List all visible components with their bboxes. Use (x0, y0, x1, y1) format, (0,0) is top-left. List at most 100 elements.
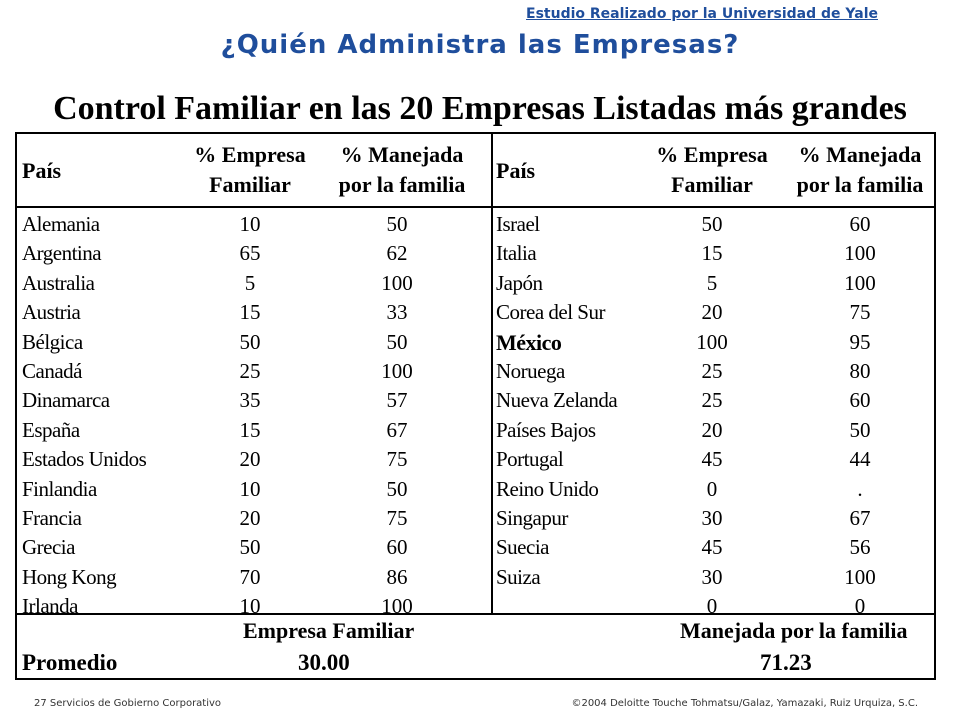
country-cell: Grecia (22, 535, 75, 560)
empresa-familiar-cell: 45 (701, 535, 723, 560)
manejada-cell: 86 (386, 564, 408, 589)
manejada-cell: 75 (386, 447, 408, 472)
header-empresa-right: % Empresa Familiar (656, 142, 768, 197)
header-manejada-left: % Manejada por la familia (338, 142, 466, 197)
manejada-cell: 62 (386, 241, 408, 266)
manejada-cell: 67 (849, 506, 871, 530)
empresa-familiar-cell: 20 (239, 506, 261, 530)
header-empresa-left: % Empresa Familiar (194, 142, 306, 197)
manejada-cell: 33 (386, 300, 408, 325)
source-link[interactable]: Estudio Realizado por la Universidad de … (526, 6, 878, 22)
country-cell: Japón (496, 270, 543, 295)
manejada-cell: . (857, 476, 863, 501)
country-cell: Portugal (496, 447, 564, 472)
empresa-familiar-cell: 50 (239, 329, 261, 354)
country-cell: Irlanda (22, 594, 78, 619)
table-row: Alemania 10 50 Israel 50 60 (17, 210, 934, 239)
country-cell: Australia (22, 270, 95, 295)
empresa-familiar-cell: 20 (701, 417, 723, 442)
manejada-cell: 100 (844, 241, 876, 266)
table-row: Austria 15 33 Corea del Sur 20 75 (17, 298, 934, 327)
manejada-cell: 95 (849, 329, 871, 354)
empresa-familiar-cell: 30 (701, 564, 723, 589)
empresa-familiar-cell: 20 (239, 447, 261, 472)
country-cell: Suecia (496, 535, 549, 560)
manejada-cell: 44 (849, 447, 871, 472)
footer-left: 27 Servicios de Gobierno Corporativo (34, 698, 222, 709)
table-row: Francia 20 75 Singapur 30 67 (17, 504, 934, 533)
manejada-cell: 57 (386, 388, 408, 413)
country-cell: Finlandia (22, 476, 97, 501)
table-title: Control Familiar en las 20 Empresas List… (53, 90, 907, 127)
column-divider (491, 134, 493, 615)
empresa-familiar-cell: 50 (239, 535, 261, 560)
empresa-familiar-cell: 50 (701, 212, 723, 236)
country-cell: Estados Unidos (22, 447, 147, 472)
manejada-cell: 75 (386, 506, 408, 530)
manejada-cell: 100 (381, 359, 413, 383)
manejada-cell: 60 (386, 535, 408, 560)
table-row: Australia 5 100 Japón 5 100 (17, 269, 934, 298)
header-pais-right: País (496, 158, 536, 183)
country-cell: Suiza (496, 564, 541, 589)
manejada-cell: 60 (849, 388, 871, 413)
empresa-familiar-cell: 100 (696, 329, 728, 354)
table-row: Irlanda 10 100 0 0 (17, 592, 934, 621)
empresa-familiar-cell: 70 (239, 564, 261, 589)
summary-rule (17, 613, 934, 615)
empresa-familiar-cell: 5 (706, 270, 718, 295)
country-cell: Israel (496, 212, 540, 236)
manejada-cell: 56 (849, 535, 871, 560)
table-row: España 15 67 Países Bajos 20 50 (17, 416, 934, 445)
table-row: Argentina 65 62 Italia 15 100 (17, 239, 934, 268)
manejada-cell: 50 (386, 476, 408, 501)
empresa-familiar-cell: 10 (239, 212, 261, 236)
manejada-cell: 50 (386, 329, 408, 354)
country-cell: Alemania (22, 212, 100, 236)
manejada-cell: 100 (844, 270, 876, 295)
manejada-cell: 50 (849, 417, 871, 442)
table-row: Hong Kong 70 86 Suiza 30 100 (17, 563, 934, 592)
empresa-familiar-cell: 0 (706, 594, 718, 619)
promedio-empresa-value: 30.00 (298, 650, 350, 675)
table-row: Estados Unidos 20 75 Portugal 45 44 (17, 445, 934, 474)
country-cell: Bélgica (22, 329, 83, 354)
empresa-familiar-cell: 25 (239, 359, 261, 383)
empresa-familiar-cell: 30 (701, 506, 723, 530)
manejada-cell: 80 (849, 359, 871, 383)
manejada-cell: 75 (849, 300, 871, 325)
table-row: Canadá 25 100 Noruega 25 80 (17, 357, 934, 386)
country-cell: Dinamarca (22, 388, 110, 413)
table-row: Bélgica 50 50 México 100 95 (17, 328, 934, 357)
country-cell: Corea del Sur (496, 300, 605, 325)
manejada-cell: 67 (386, 417, 408, 442)
country-cell: Nueva Zelanda (496, 388, 618, 413)
empresa-familiar-cell: 20 (701, 300, 723, 325)
header-manejada-right: % Manejada por la familia (796, 142, 924, 197)
empresa-familiar-cell: 35 (239, 388, 261, 413)
empresa-familiar-cell: 10 (239, 476, 261, 501)
promedio-manejada-value: 71.23 (760, 650, 812, 675)
country-cell: Hong Kong (22, 564, 117, 589)
country-cell: España (22, 417, 80, 442)
table-row: Grecia 50 60 Suecia 45 56 (17, 533, 934, 562)
country-cell: Italia (496, 241, 537, 266)
empresa-familiar-cell: 5 (244, 270, 256, 295)
empresa-familiar-cell: 10 (239, 594, 261, 619)
empresa-familiar-cell: 25 (701, 359, 723, 383)
empresa-familiar-cell: 65 (239, 241, 261, 266)
summary-label-manejada: Manejada por la familia (680, 618, 908, 643)
empresa-familiar-cell: 45 (701, 447, 723, 472)
manejada-cell: 0 (854, 594, 866, 619)
country-cell: Canadá (22, 359, 82, 383)
country-cell: Noruega (496, 359, 565, 383)
table-row: Finlandia 10 50 Reino Unido 0. (17, 475, 934, 504)
header-pais-left: País (22, 158, 62, 183)
slide-title: ¿Quién Administra las Empresas? (220, 30, 740, 60)
manejada-cell: 100 (381, 594, 413, 619)
empresa-familiar-cell: 15 (701, 241, 723, 266)
country-cell: Austria (22, 300, 81, 325)
country-cell: Francia (22, 506, 82, 530)
header-rule (17, 206, 934, 208)
footer-copyright: ©2004 Deloitte Touche Tohmatsu/Galaz, Ya… (571, 698, 918, 709)
